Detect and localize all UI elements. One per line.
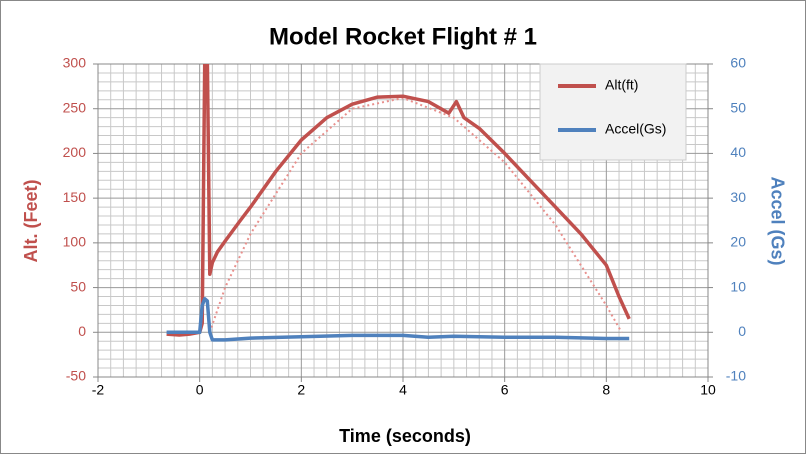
y2-tick-label: 50	[730, 99, 746, 115]
x-tick-label: 6	[501, 382, 509, 398]
y-tick-label: 50	[70, 278, 86, 294]
y-tick-label: -50	[66, 368, 86, 384]
plot-lines	[166, 64, 631, 342]
y2-tick-label: 60	[730, 55, 746, 71]
y-tick-label: 250	[63, 99, 87, 115]
x-axis-title: Time (seconds)	[339, 426, 471, 446]
y2-tick-label: 20	[730, 234, 746, 250]
x-tick-label: 0	[196, 382, 204, 398]
chart-title: Model Rocket Flight # 1	[269, 23, 537, 50]
legend-box	[539, 63, 687, 161]
y2-tick-label: 10	[730, 278, 746, 294]
series-line	[166, 297, 630, 342]
series-line	[166, 64, 631, 337]
y2-tick-label: 0	[738, 323, 746, 339]
y-axis-title: Alt. (Feet)	[21, 179, 41, 262]
legend-label: Accel(Gs)	[605, 121, 666, 137]
trend-line	[208, 97, 623, 333]
x-tick-label: 8	[602, 382, 610, 398]
x-tick-label: -2	[92, 382, 105, 398]
y2-tick-label: 30	[730, 189, 746, 205]
y-tick-label: 150	[63, 189, 87, 205]
y2-axis-title: Accel (Gs)	[767, 176, 787, 265]
legend-label: Alt(ft)	[605, 77, 638, 93]
y2-tick-label: -10	[726, 368, 746, 384]
x-tick-label: 10	[700, 382, 716, 398]
plot-border	[97, 63, 709, 378]
y-tick-label: 300	[63, 55, 87, 71]
y-tick-label: 100	[63, 234, 87, 250]
y-tick-label: 200	[63, 144, 87, 160]
y2-tick-label: 40	[730, 144, 746, 160]
x-tick-label: 4	[399, 382, 407, 398]
x-tick-label: 2	[297, 382, 305, 398]
y-tick-label: 0	[78, 323, 86, 339]
